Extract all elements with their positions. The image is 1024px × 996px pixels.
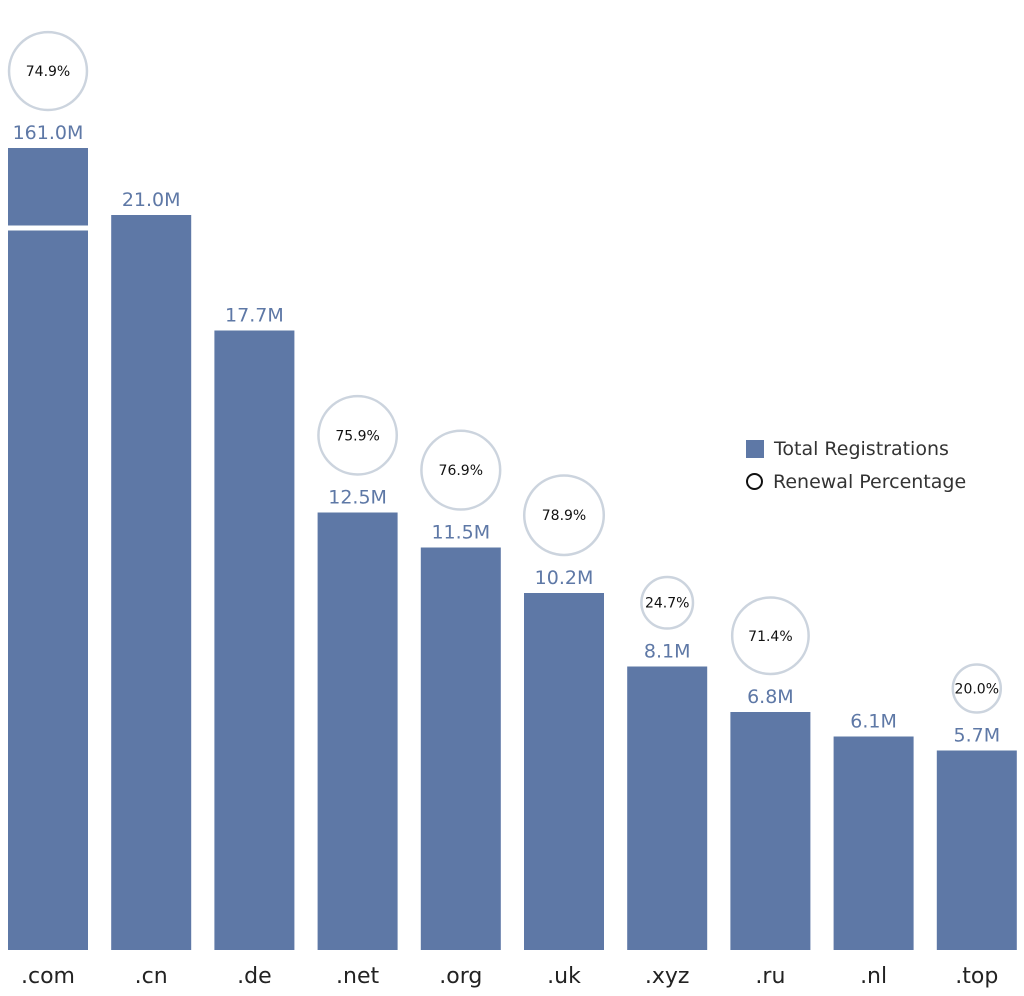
renewal-bubble (640, 575, 695, 630)
bar-value-label: 8.1M (644, 641, 691, 663)
legend-square-icon (746, 439, 764, 458)
category-label: .xyz (645, 964, 690, 989)
category-label: .ru (755, 964, 785, 989)
bar-value-label: 17.7M (225, 305, 284, 327)
bar-com (8, 148, 88, 950)
bar-value-label: 21.0M (122, 189, 181, 211)
legend-label-renewal-percentage: Renewal Percentage (773, 470, 967, 493)
renewal-value-label: 78.9% (542, 508, 586, 524)
bar-value-label: 5.7M (953, 725, 1000, 747)
renewal-value-label: 71.4% (748, 629, 792, 645)
bar-top (936, 750, 1017, 950)
category-label: .top (955, 964, 998, 989)
bar-nl (833, 736, 914, 950)
bar-value-label: 10.2M (535, 567, 594, 589)
legend: Total Registrations Renewal Percentage (746, 432, 966, 498)
legend-circle-icon (746, 473, 763, 490)
renewal-bubble (317, 394, 399, 476)
renewal-value-label: 20.0% (955, 682, 999, 698)
category-label: .nl (860, 964, 887, 989)
bar-value-label: 11.5M (431, 522, 490, 544)
category-label: .de (237, 964, 272, 989)
category-label: .com (21, 964, 75, 989)
renewal-bubble (522, 474, 606, 557)
renewal-value-label: 24.7% (645, 596, 689, 612)
renewal-bubble (730, 596, 810, 676)
bar-org (420, 547, 501, 950)
renewal-bubble (7, 30, 89, 112)
bar-xyz (627, 666, 708, 950)
renewal-value-label: 76.9% (439, 463, 483, 479)
category-label: .uk (547, 964, 581, 989)
bar-value-label: 6.8M (747, 686, 794, 708)
renewal-value-label: 74.9% (26, 64, 70, 80)
category-label: .cn (135, 964, 168, 989)
legend-item-renewal-percentage: Renewal Percentage (746, 465, 966, 498)
bar-value-label: 6.1M (850, 711, 897, 733)
renewal-bubble (420, 429, 502, 511)
bar-cn (111, 215, 192, 950)
category-label: .net (336, 964, 379, 989)
bar-value-label: 12.5M (328, 487, 387, 509)
bar-de (214, 330, 295, 950)
renewal-value-label: 75.9% (335, 428, 379, 444)
bar-value-label: 161.0M (13, 122, 84, 144)
bar-net (317, 512, 398, 950)
bar-ru (730, 712, 811, 950)
bar-uk (524, 593, 604, 950)
legend-label-total-registrations: Total Registrations (774, 437, 949, 460)
category-label: .org (439, 964, 482, 989)
legend-item-total-registrations: Total Registrations (746, 432, 966, 465)
renewal-bubble (951, 663, 1003, 714)
